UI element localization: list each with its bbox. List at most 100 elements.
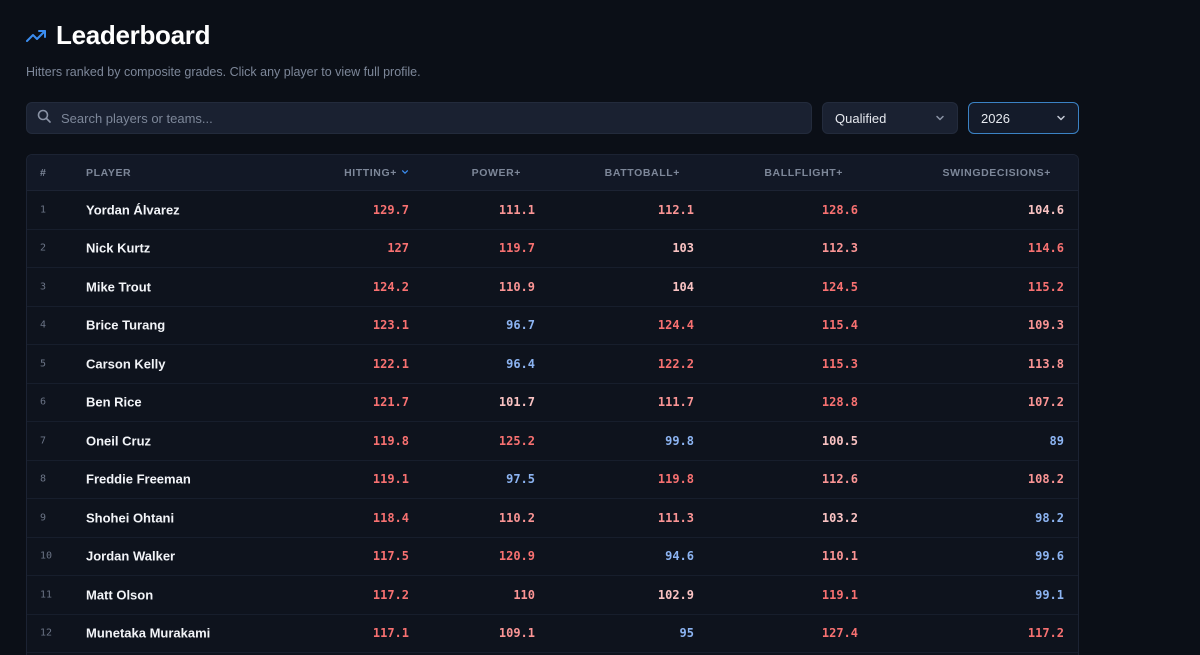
player-name-link[interactable]: Oneil Cruz [86,433,152,449]
player-name-link[interactable]: Mike Trout [86,279,152,295]
ballflight-value-cell: 100.5 [821,433,858,448]
ballflight-value-cell: 110.1 [821,549,858,564]
table-row[interactable]: 4 Brice Turang 123.1 96.7 124.4 115.4 109.3 [27,307,1078,345]
ballflight-value-cell: 112.3 [821,241,858,256]
ballflight-value-cell: 103.2 [821,510,858,525]
table-row[interactable]: 8 Freddie Freeman 119.1 97.5 119.8 112.6 108.2 [27,461,1078,499]
page-title: Leaderboard [56,20,211,50]
battoball-value-cell: 99.8 [665,433,694,448]
player-name-link[interactable]: Yordan Álvarez [86,202,180,218]
swingdecisions-value-cell: 107.2 [1027,395,1064,410]
ballflight-value-cell: 128.8 [821,395,858,410]
hitting-value-cell: 117.2 [372,587,409,602]
page-subtitle: Hitters ranked by composite grades. Clic… [26,65,421,79]
table-header: # PLAYER HITTING+ POWER+ BATTOBALL+ BALL… [27,155,1078,191]
rank-cell: 4 [40,319,47,331]
table-row[interactable]: 12 Munetaka Murakami 117.1 109.1 95 127.4 117.… [27,615,1078,653]
battoball-value-cell: 102.9 [657,587,694,602]
power-value-cell: 96.7 [506,318,535,333]
swingdecisions-value-cell: 117.2 [1027,626,1064,641]
table-row[interactable]: 3 Mike Trout 124.2 110.9 104 124.5 115.2 [27,268,1078,307]
ballflight-value-cell: 112.6 [821,472,858,487]
leaderboard-table: # PLAYER HITTING+ POWER+ BATTOBALL+ BALL… [26,154,1079,655]
battoball-value-cell: 122.2 [657,356,694,371]
table-row[interactable]: 2 Nick Kurtz 127 119.7 103 112.3 114.6 [27,230,1078,268]
swingdecisions-value-cell: 108.2 [1027,472,1064,487]
search-input[interactable] [61,110,781,126]
trending-up-icon [26,26,46,46]
player-name-link[interactable]: Matt Olson [86,587,154,603]
player-name-link[interactable]: Carson Kelly [86,356,166,372]
table-row[interactable]: 9 Shohei Ohtani 118.4 110.2 111.3 103.2 98.2 [27,499,1078,538]
player-name-link[interactable]: Shohei Ohtani [86,510,175,526]
power-value-cell: 96.4 [506,356,535,371]
player-name-link[interactable]: Ben Rice [86,394,142,410]
column-header-swingdecisions[interactable]: SWINGDECISIONS+ [942,166,1051,179]
table-row[interactable]: 7 Oneil Cruz 119.8 125.2 99.8 100.5 89 [27,422,1078,461]
ballflight-value-cell: 124.5 [821,279,858,294]
search-box[interactable] [26,102,812,134]
power-value-cell: 109.1 [498,626,535,641]
rank-cell: 12 [40,627,53,639]
rank-cell: 8 [40,473,47,485]
rank-cell: 1 [40,204,47,216]
rank-cell: 5 [40,358,47,370]
rank-cell: 6 [40,396,47,408]
player-name-link[interactable]: Nick Kurtz [86,240,151,256]
ballflight-value-cell: 127.4 [821,626,858,641]
player-name-link[interactable]: Munetaka Murakami [86,625,211,641]
power-value-cell: 119.7 [498,241,535,256]
power-value-cell: 125.2 [498,433,535,448]
ballflight-value-cell: 115.3 [821,356,858,371]
hitting-value-cell: 119.1 [372,472,409,487]
table-row[interactable]: 10 Jordan Walker 117.5 120.9 94.6 110.1 99.6 [27,538,1078,576]
power-value-cell: 120.9 [498,549,535,564]
swingdecisions-value-cell: 99.6 [1035,549,1064,564]
table-row[interactable]: 5 Carson Kelly 122.1 96.4 122.2 115.3 113.8 [27,345,1078,384]
power-value-cell: 101.7 [498,395,535,410]
swingdecisions-value-cell: 89 [1049,433,1064,448]
table-row[interactable]: 6 Ben Rice 121.7 101.7 111.7 128.8 107.2 [27,384,1078,422]
table-row[interactable]: 1 Yordan Álvarez 129.7 111.1 112.1 128.6 104.6 [27,191,1078,230]
hitting-value-cell: 124.2 [372,279,409,294]
battoball-value-cell: 111.3 [657,510,694,525]
season-select[interactable]: 2026 [968,102,1079,134]
column-header-ballflight[interactable]: BALLFLIGHT+ [764,166,843,179]
power-value-cell: 110.9 [498,279,535,294]
rank-cell: 10 [40,550,53,562]
hitting-value-cell: 121.7 [372,395,409,410]
ballflight-value-cell: 128.6 [821,202,858,217]
ballflight-value-cell: 115.4 [821,318,858,333]
hitting-value-cell: 127 [387,241,409,256]
power-value-cell: 110 [513,587,535,602]
qualifier-select-value: Qualified [835,110,887,126]
swingdecisions-value-cell: 99.1 [1035,587,1064,602]
column-header-player[interactable]: PLAYER [86,166,132,179]
table-row[interactable]: 11 Matt Olson 117.2 110 102.9 119.1 99.1 [27,576,1078,615]
rank-cell: 3 [40,281,47,293]
swingdecisions-value-cell: 104.6 [1027,202,1064,217]
swingdecisions-value-cell: 109.3 [1027,318,1064,333]
sort-desc-icon [401,167,409,179]
rank-cell: 9 [40,512,47,524]
hitting-value-cell: 117.5 [372,549,409,564]
player-name-link[interactable]: Freddie Freeman [86,471,191,487]
qualifier-select[interactable]: Qualified [822,102,958,134]
power-value-cell: 110.2 [498,510,535,525]
season-select-value: 2026 [981,110,1010,126]
swingdecisions-value-cell: 114.6 [1027,241,1064,256]
player-name-link[interactable]: Brice Turang [86,317,166,333]
power-value-cell: 111.1 [498,202,535,217]
column-header-hitting-label: HITTING+ [344,166,397,179]
player-name-link[interactable]: Jordan Walker [86,548,176,564]
rank-cell: 7 [40,435,47,447]
column-header-power[interactable]: POWER+ [471,166,521,179]
column-header-battoball[interactable]: BATTOBALL+ [604,166,680,179]
swingdecisions-value-cell: 115.2 [1027,279,1064,294]
search-icon [37,109,51,128]
battoball-value-cell: 95 [679,626,694,641]
battoball-value-cell: 124.4 [657,318,694,333]
battoball-value-cell: 103 [672,241,694,256]
column-header-hitting[interactable]: HITTING+ [344,167,409,179]
hitting-value-cell: 118.4 [372,510,409,525]
